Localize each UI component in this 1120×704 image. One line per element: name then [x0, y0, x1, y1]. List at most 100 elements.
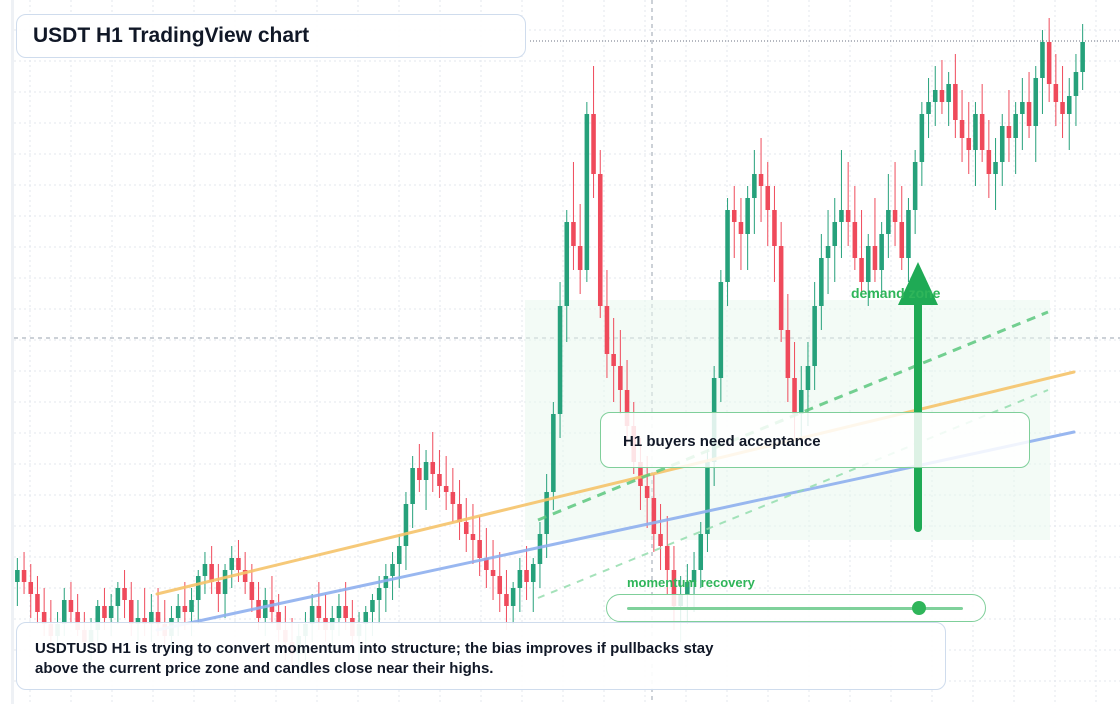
- momentum-track: [627, 607, 963, 610]
- candle-body: [195, 576, 201, 600]
- candle-body: [979, 114, 985, 150]
- candle-body: [618, 366, 623, 390]
- candle-body: [1066, 96, 1072, 114]
- candle-body: [671, 570, 677, 606]
- candle: [1073, 54, 1079, 126]
- candle: [611, 318, 616, 402]
- candle: [946, 72, 951, 126]
- candle-body: [604, 306, 610, 354]
- candle-body: [939, 90, 945, 102]
- candle: [973, 102, 978, 186]
- candle-body: [336, 606, 342, 618]
- candle-body: [738, 222, 744, 234]
- candle-body: [798, 390, 804, 414]
- candle: [577, 204, 583, 294]
- candle-body: [752, 174, 757, 198]
- candle: [698, 522, 704, 588]
- candle-body: [484, 558, 489, 570]
- candle: [584, 102, 590, 282]
- candle: [430, 432, 436, 492]
- candle-body: [886, 210, 891, 234]
- candle-body: [410, 468, 415, 504]
- candle-body: [524, 570, 529, 582]
- candle-body: [544, 492, 549, 534]
- momentum-slider[interactable]: [606, 594, 986, 622]
- candle: [68, 582, 74, 624]
- candle: [383, 564, 389, 612]
- candle: [1080, 24, 1085, 90]
- candle-body: [926, 102, 931, 114]
- candle: [993, 138, 998, 210]
- candle-body: [209, 564, 214, 582]
- candle-body: [517, 570, 523, 588]
- candle: [410, 456, 415, 528]
- candle: [886, 174, 891, 258]
- candle: [664, 516, 670, 594]
- candle: [825, 210, 831, 294]
- candle-body: [236, 558, 241, 570]
- candle-body: [122, 588, 127, 600]
- candle: [209, 546, 214, 594]
- candle: [544, 474, 549, 558]
- candle-body: [825, 246, 831, 258]
- candle-body: [999, 126, 1005, 162]
- up-arrow-head: [898, 262, 938, 305]
- candle-body: [792, 378, 797, 414]
- candle-body: [624, 390, 630, 426]
- candle-body: [705, 462, 710, 534]
- candle: [1026, 72, 1032, 138]
- candle: [872, 198, 878, 282]
- candle: [510, 582, 516, 624]
- candle-body: [102, 606, 107, 618]
- candle: [229, 546, 235, 588]
- candle-body: [530, 564, 536, 582]
- candle-body: [1080, 42, 1085, 72]
- candle-body: [611, 354, 616, 366]
- candle-body: [189, 600, 194, 612]
- candle-body: [309, 606, 315, 624]
- candle: [919, 102, 925, 186]
- candle-body: [1040, 42, 1045, 78]
- candle: [832, 198, 838, 282]
- candle-body: [993, 162, 998, 174]
- candle-body: [658, 534, 663, 546]
- candle-body: [731, 210, 737, 222]
- candle-body: [1033, 78, 1039, 126]
- candle: [463, 498, 469, 552]
- candle-body: [1026, 102, 1032, 126]
- candle: [390, 552, 395, 600]
- candle: [423, 450, 429, 510]
- candle-body: [758, 174, 764, 186]
- candle-body: [343, 606, 348, 618]
- momentum-thumb[interactable]: [912, 601, 927, 615]
- candle-body: [403, 504, 409, 546]
- candle: [865, 234, 871, 306]
- candle-body: [966, 138, 972, 150]
- candle: [745, 186, 750, 270]
- candle-body: [551, 414, 556, 492]
- candle: [21, 552, 27, 594]
- candle-body: [1046, 42, 1052, 84]
- candle: [845, 162, 851, 246]
- candle-body: [778, 246, 784, 330]
- candle-body: [61, 600, 67, 624]
- chart-title: USDT H1 TradingView chart: [33, 24, 310, 47]
- candle: [765, 162, 771, 246]
- candle: [490, 540, 496, 600]
- candle-body: [249, 582, 255, 600]
- summary-line-2: above the current price zone and candles…: [35, 660, 494, 677]
- candle-body: [571, 222, 576, 246]
- left-edge: [11, 0, 14, 704]
- candle: [571, 162, 576, 270]
- candle: [819, 234, 824, 330]
- candle-body: [21, 570, 27, 582]
- candle-body: [839, 210, 844, 222]
- candle: [443, 456, 449, 510]
- candle-body: [805, 366, 811, 390]
- candle-body: [664, 546, 670, 570]
- candle: [604, 270, 610, 378]
- candle-body: [142, 618, 147, 624]
- candle-body: [644, 486, 650, 498]
- candle: [738, 198, 744, 270]
- candle-body: [417, 468, 422, 480]
